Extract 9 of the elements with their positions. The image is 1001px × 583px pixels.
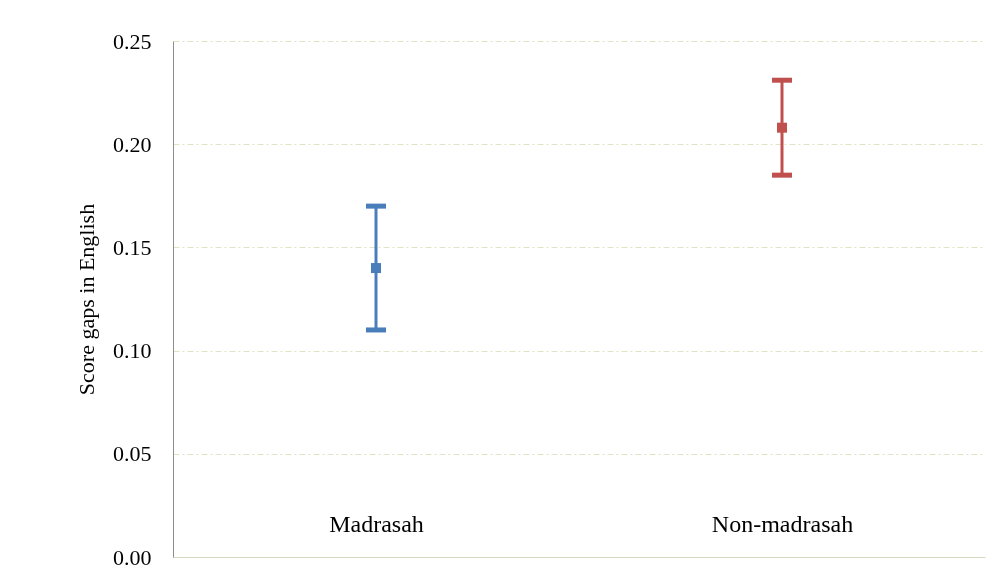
x-tick-label: Non-madrasah bbox=[711, 510, 854, 537]
y-axis-title: Score gaps in English bbox=[74, 203, 99, 396]
y-tick-label: 0.05 bbox=[113, 441, 152, 467]
y-tick-label: 0.25 bbox=[113, 28, 152, 54]
x-tick-label: Madrasah bbox=[329, 510, 424, 537]
y-tick-label: 0.10 bbox=[113, 338, 152, 364]
y-tick-label: 0.00 bbox=[113, 544, 152, 570]
y-tick-label: 0.20 bbox=[113, 131, 152, 157]
y-tick-label: 0.15 bbox=[113, 234, 152, 260]
